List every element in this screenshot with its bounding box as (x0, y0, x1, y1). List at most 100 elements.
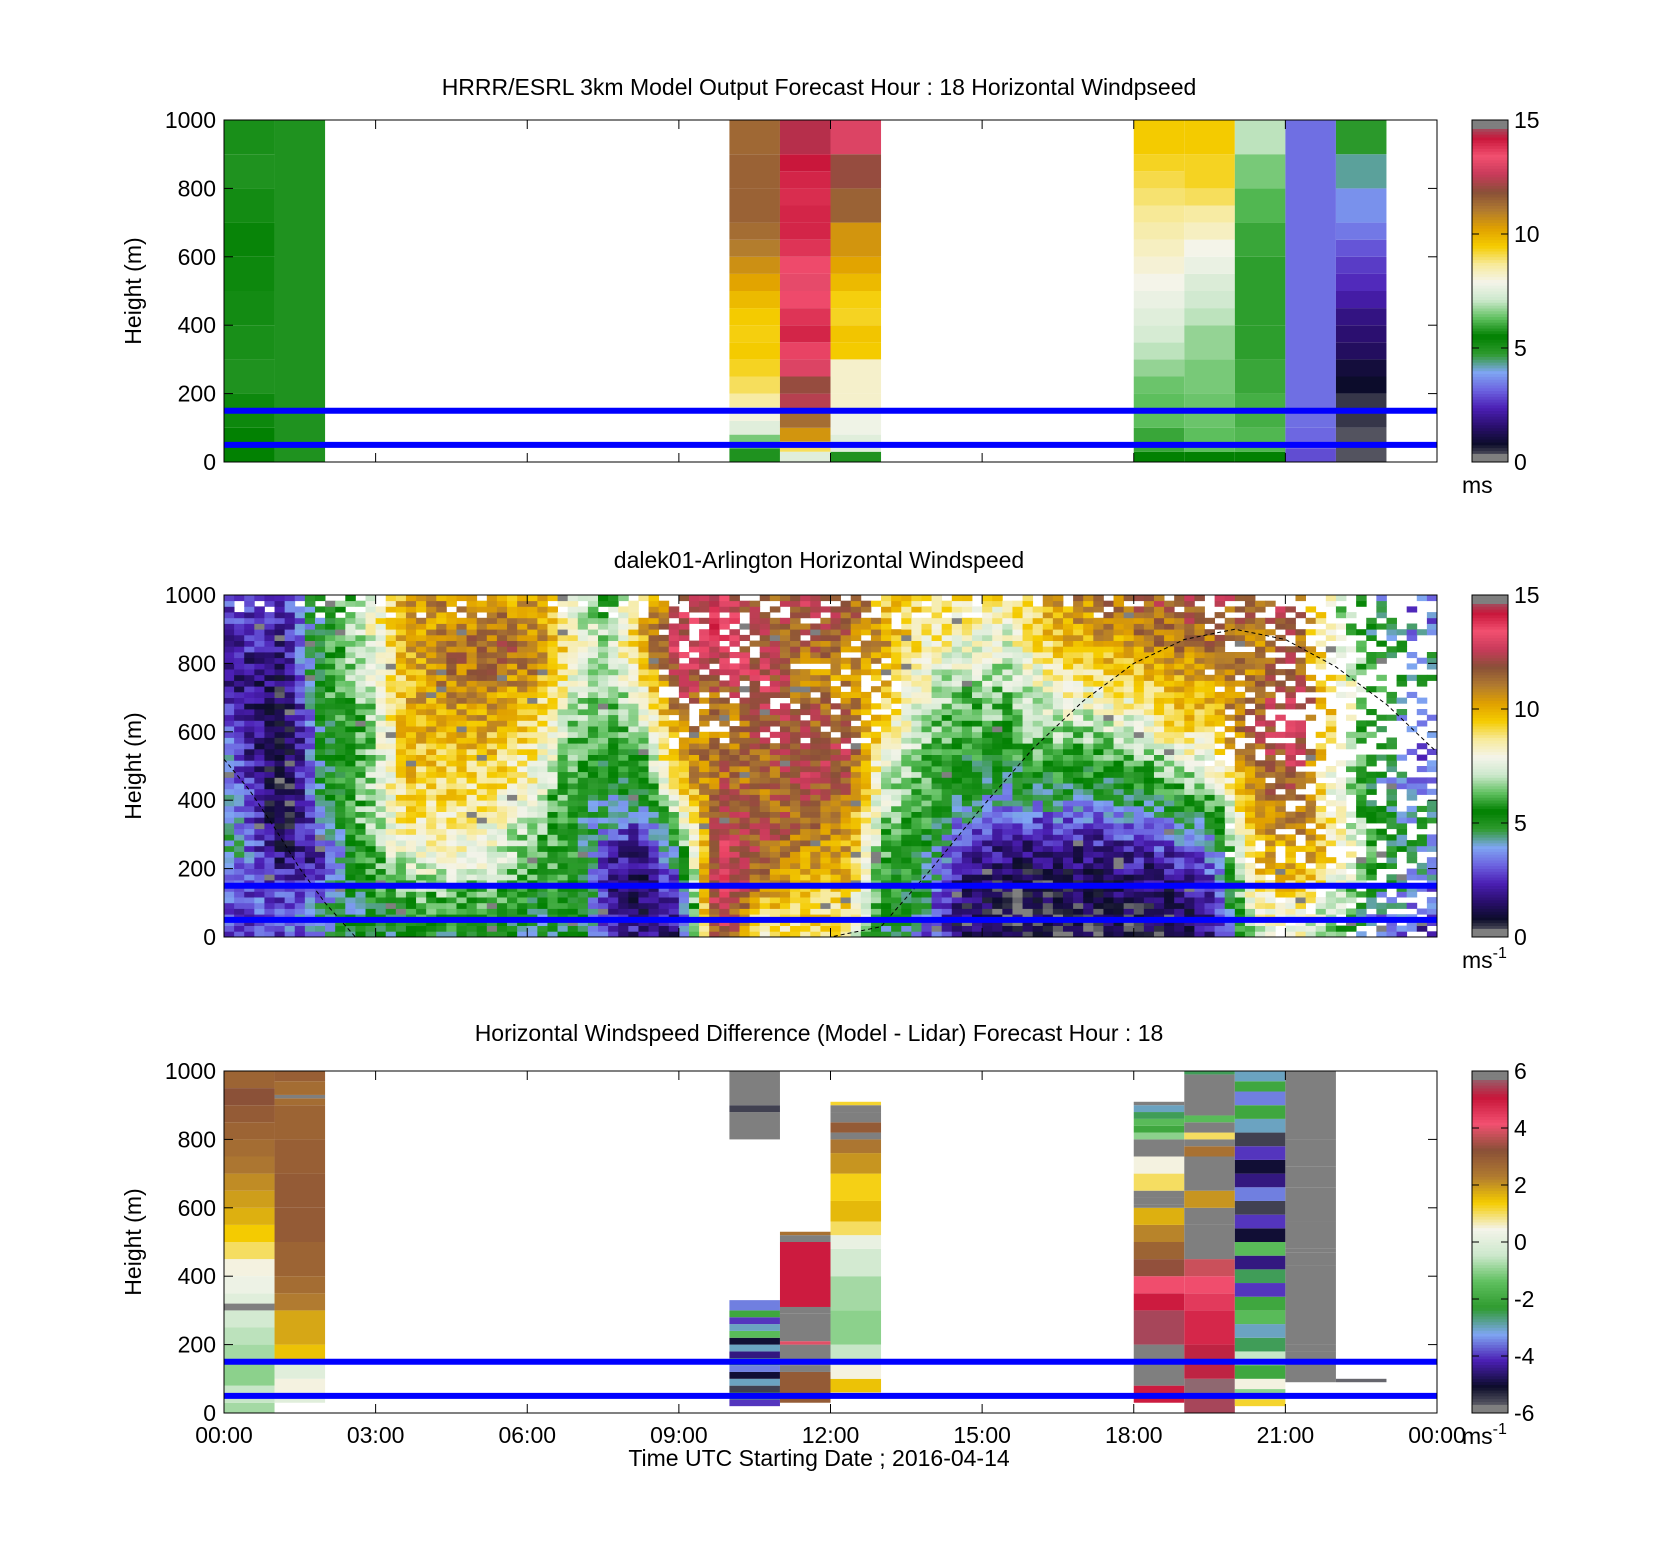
heatmap-cell (517, 891, 528, 898)
heatmap-cell (790, 788, 801, 795)
heatmap-cell (699, 788, 710, 795)
heatmap-cell (628, 720, 639, 727)
heatmap-cell (577, 828, 589, 835)
heatmap-cell (335, 817, 346, 824)
heatmap-cell (325, 783, 336, 790)
heatmap-cell (972, 845, 983, 852)
heatmap-cell (598, 743, 609, 750)
heatmap-cell (931, 834, 943, 841)
heatmap-cell (820, 674, 831, 681)
heatmap-cell (931, 612, 943, 619)
heatmap-cell (840, 874, 852, 881)
heatmap-cell (567, 851, 579, 858)
heatmap-cell (517, 600, 528, 607)
heatmap-cell (547, 851, 558, 858)
heatmap-cell (648, 743, 660, 750)
heatmap-cell (486, 851, 498, 858)
heatmap-cell (779, 171, 831, 189)
heatmap-cell (759, 748, 771, 755)
heatmap-cell (992, 657, 1003, 664)
heatmap-cell (769, 897, 781, 904)
heatmap-cell (820, 731, 831, 738)
heatmap-cell (355, 674, 366, 681)
heatmap-cell (638, 845, 649, 852)
heatmap-cell (982, 657, 993, 664)
heatmap-cell (941, 874, 953, 881)
heatmap-cell (881, 868, 892, 875)
heatmap-cell (547, 800, 558, 807)
colorbar-segment (1472, 442, 1508, 446)
heatmap-cell (901, 674, 912, 681)
heatmap-cell (790, 743, 801, 750)
heatmap-cell (830, 154, 882, 189)
heatmap-cell (264, 652, 275, 659)
colorbar-segment (1472, 353, 1508, 357)
colorbar-segment (1472, 436, 1508, 440)
heatmap-cell (739, 800, 751, 807)
heatmap-cell (335, 788, 346, 795)
heatmap-cell (820, 925, 831, 932)
heatmap-cell (557, 691, 569, 698)
heatmap-cell (638, 663, 649, 670)
heatmap-cell (628, 817, 639, 824)
heatmap-cell (891, 777, 902, 784)
heatmap-cell (668, 646, 680, 653)
heatmap-cell (668, 697, 680, 704)
heatmap-cell (385, 691, 397, 698)
heatmap-cell (345, 828, 356, 835)
heatmap-cell (901, 811, 912, 818)
heatmap-cell (325, 754, 336, 761)
heatmap-cell (224, 359, 275, 394)
heatmap-cell (587, 720, 599, 727)
heatmap-cell (830, 634, 842, 641)
heatmap-cell (304, 811, 316, 818)
heatmap-cell (729, 788, 740, 795)
heatmap-cell (355, 897, 366, 904)
heatmap-cell (405, 680, 417, 687)
heatmap-cell (668, 788, 680, 795)
heatmap-cell (557, 663, 569, 670)
heatmap-cell (254, 868, 265, 875)
heatmap-cell (466, 680, 478, 687)
heatmap-cell (304, 919, 316, 926)
heatmap-cell (507, 743, 518, 750)
heatmap-cell (860, 726, 872, 733)
heatmap-cell (729, 931, 740, 938)
heatmap-cell (456, 788, 467, 795)
heatmap-cell (1133, 291, 1185, 309)
heatmap-cell (709, 828, 720, 835)
heatmap-cell (325, 743, 336, 750)
heatmap-cell (375, 828, 387, 835)
heatmap-cell (375, 754, 387, 761)
heatmap-cell (608, 646, 619, 653)
heatmap-cell (557, 766, 569, 773)
heatmap-cell (688, 834, 700, 841)
heatmap-cell (456, 766, 467, 773)
heatmap-cell (264, 600, 275, 607)
heatmap-cell (264, 766, 275, 773)
heatmap-cell (931, 731, 943, 738)
heatmap-cell (1133, 325, 1185, 343)
heatmap-cell (456, 885, 467, 892)
heatmap-cell (466, 720, 478, 727)
heatmap-cell (688, 737, 700, 744)
heatmap-cell (537, 828, 548, 835)
heatmap-cell (507, 617, 518, 624)
heatmap-cell (385, 714, 397, 721)
heatmap-cell (709, 652, 720, 659)
heatmap-cell (365, 794, 377, 801)
heatmap-cell (961, 595, 973, 602)
heatmap-cell (739, 674, 751, 681)
heatmap-cell (1032, 874, 1044, 881)
heatmap-cell (1002, 817, 1013, 824)
heatmap-cell (1012, 908, 1023, 915)
heatmap-cell (1002, 669, 1013, 676)
heatmap-cell (840, 805, 852, 812)
heatmap-cell (951, 720, 963, 727)
colorbar-segment (1472, 416, 1508, 420)
heatmap-cell (658, 834, 670, 841)
heatmap-cell (860, 811, 872, 818)
heatmap-cell (598, 874, 609, 881)
heatmap-cell (527, 902, 538, 909)
heatmap-cell (870, 897, 882, 904)
